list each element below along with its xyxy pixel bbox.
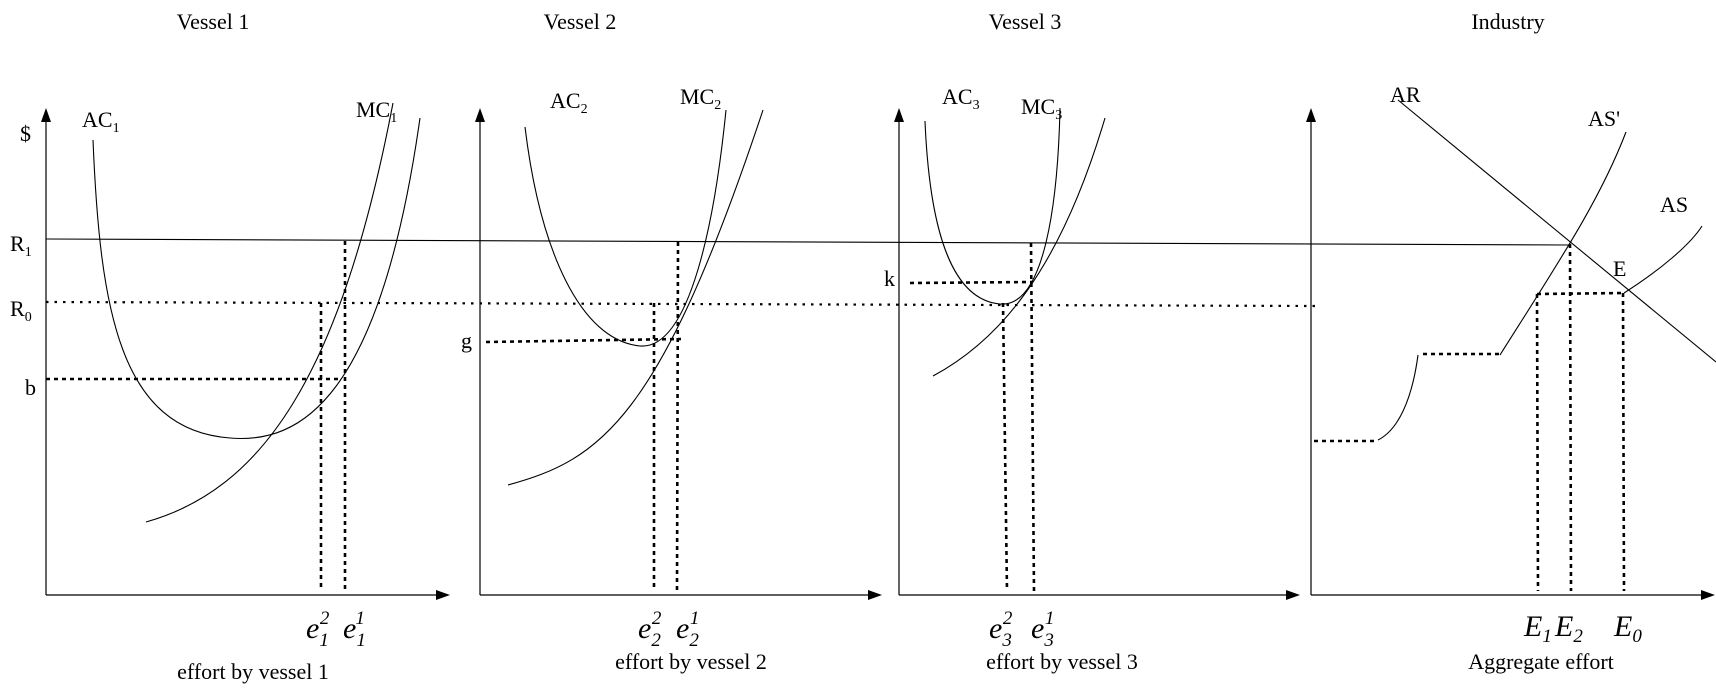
industry-x-axis-label: Aggregate effort [1468, 649, 1614, 674]
vessel1-axes [41, 108, 450, 600]
price-line-r1 [45, 238, 1570, 246]
vessel3-axes [894, 108, 1300, 600]
industry-E2-label: E2 [1554, 610, 1583, 647]
vessel2-e22-label: e22 [638, 608, 662, 651]
vessel2-axes [475, 108, 882, 600]
vessel2-ac-curve [524, 109, 727, 347]
b-label: b [25, 375, 36, 400]
vessel2-mc-label: MC2 [680, 84, 721, 113]
industry-E2-drop [1568, 243, 1573, 592]
industry-ar-curve [1397, 99, 1716, 363]
vessel1-x-axis-label: effort by vessel 1 [177, 659, 329, 684]
vessel1-mc-curve [145, 102, 394, 523]
industry-E0-drop [1621, 292, 1626, 592]
vessel3-ac-curve [924, 107, 1061, 305]
vessel1-ac-label: AC1 [82, 107, 120, 136]
vessel2-e21-label: e21 [676, 608, 699, 651]
r0-label: R0 [10, 296, 32, 325]
vessel1-y-axis-label: $ [20, 121, 31, 146]
industry-step-high [1536, 291, 1625, 296]
g-label: g [461, 328, 472, 353]
vessel3-title: Vessel 3 [989, 9, 1062, 34]
vessel1-mc-label: MC1 [356, 97, 397, 126]
price-line-r0 [45, 300, 1316, 308]
vessel3-mc-curve [932, 117, 1106, 377]
industry-axes [1306, 108, 1715, 600]
k-label: k [884, 266, 895, 291]
industry-E1-label: E1 [1523, 610, 1552, 647]
vessel3-k-line [909, 280, 1034, 285]
vessel2-e21-drop [675, 241, 680, 592]
vessel2-g-line [485, 337, 682, 344]
vessel2-mc-curve [507, 109, 764, 486]
vessel1-title: Vessel 1 [177, 9, 250, 34]
industry-e-point-label: E [1613, 256, 1626, 281]
industry-E1-drop [1535, 293, 1540, 592]
industry-ar-label: AR [1390, 82, 1421, 107]
vessel1-ac-curve [92, 117, 421, 440]
vessel3-ac-label: AC3 [942, 84, 980, 113]
industry-as-low-curve [1377, 354, 1419, 441]
vessel3-x-axis-label: effort by vessel 3 [986, 649, 1138, 674]
vessel2-ac-label: AC2 [550, 88, 588, 117]
vessel1-e11-label: e11 [343, 608, 365, 651]
industry-as-curve [1623, 225, 1703, 294]
r1-label: R1 [10, 231, 32, 260]
vessel2-title: Vessel 2 [544, 9, 617, 34]
vessel3-e31-label: e31 [1031, 608, 1054, 651]
industry-E0-label: E0 [1613, 610, 1642, 647]
industry-as-prime-curve [1499, 131, 1627, 356]
vessel3-e32-drop [1001, 302, 1009, 592]
vessel3-e31-drop [1029, 242, 1036, 592]
industry-as-prime-label: AS' [1588, 106, 1620, 131]
vessel3-mc-label: MC3 [1021, 94, 1062, 123]
industry-title: Industry [1471, 9, 1544, 34]
vessel2-x-axis-label: effort by vessel 2 [615, 649, 767, 674]
vessel1-e12-label: e12 [306, 608, 330, 651]
vessel3-e32-label: e32 [989, 608, 1013, 651]
industry-as-label: AS [1660, 192, 1688, 217]
